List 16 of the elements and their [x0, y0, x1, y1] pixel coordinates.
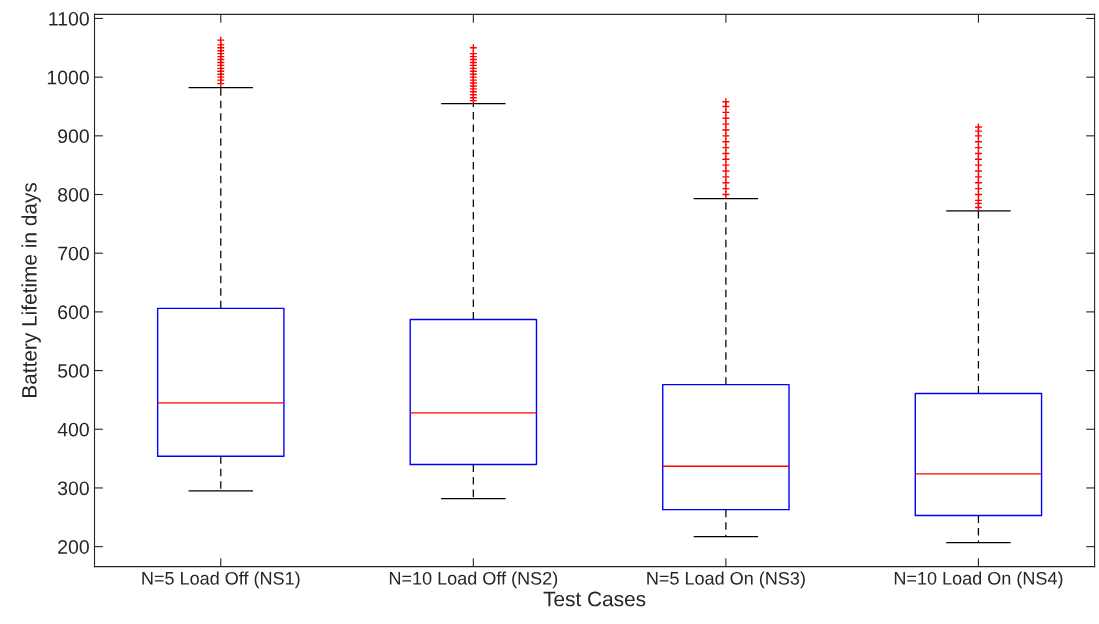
y-tick-label: 400	[57, 422, 89, 437]
y-tick-label: 300	[57, 481, 89, 496]
x-tick-label: N=5 Load On (NS3)	[647, 571, 805, 589]
y-tick-label: 1000	[47, 70, 89, 85]
y-tick-label: 900	[58, 129, 89, 144]
y-tick-label: 700	[58, 246, 89, 261]
y-tick-label: 800	[58, 187, 89, 202]
y-tick-label: 500	[57, 364, 89, 378]
x-tick-label: N=5 Load Off (NS1)	[142, 571, 300, 589]
x-axis-title: Test Cases	[543, 591, 646, 607]
y-tick-label: 1100	[49, 11, 89, 26]
x-tick-label: N=10 Load Off (NS2)	[389, 571, 558, 589]
y-tick-label: 600	[58, 305, 89, 320]
y-tick-label: 200	[58, 540, 89, 554]
x-tick-label: N=10 Load On (NS4)	[894, 571, 1063, 589]
y-axis-title: Battery Lifetime in days	[21, 182, 41, 398]
